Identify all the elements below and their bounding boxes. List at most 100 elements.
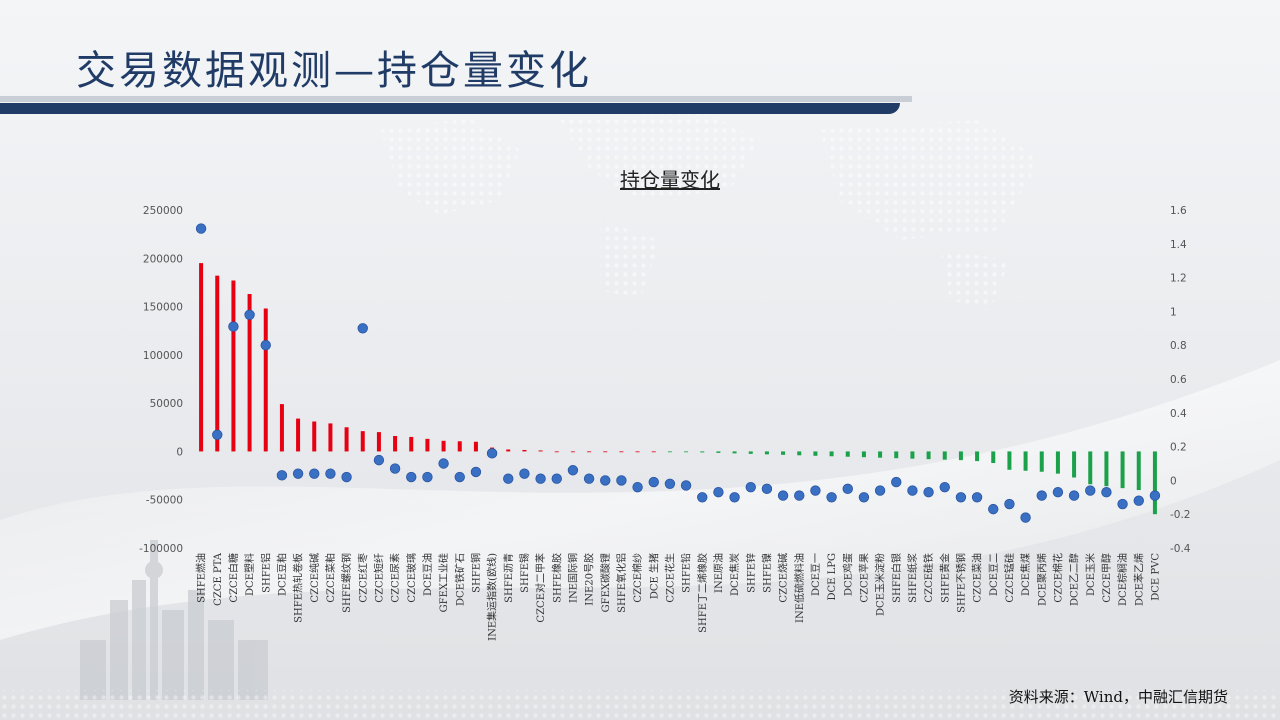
category-label: CZCE菜油	[971, 553, 984, 603]
data-point	[486, 448, 498, 459]
data-point	[1117, 498, 1128, 510]
left-axis-ticks: 250000 200000 150000 100000 50000 0 -50000 -100…	[139, 205, 183, 555]
bar	[473, 441, 478, 452]
bar	[247, 294, 252, 452]
data-point	[810, 485, 821, 496]
bar	[926, 451, 931, 460]
bar	[376, 432, 381, 452]
data-point	[680, 480, 692, 491]
right-tick-label: 0.8	[1170, 340, 1187, 352]
bars-group	[199, 263, 1157, 515]
right-tick-label: 1.2	[1170, 273, 1187, 285]
bar	[748, 451, 753, 454]
data-point	[276, 470, 288, 481]
category-label: CZCE硅铁	[922, 553, 935, 603]
data-point	[842, 483, 853, 495]
right-tick-label: -0.4	[1170, 543, 1191, 555]
bar	[1104, 451, 1109, 487]
source-note: 资料来源：Wind，中融汇信期货	[1008, 688, 1228, 706]
data-point	[228, 321, 239, 332]
data-point	[858, 492, 870, 503]
category-label: CZCE菜粕	[324, 553, 337, 603]
category-label: DCE苯乙烯	[1132, 553, 1145, 606]
data-point	[341, 471, 352, 483]
right-tick-label: -0.2	[1170, 509, 1191, 521]
data-point	[600, 475, 611, 486]
data-point	[438, 458, 449, 469]
category-label: CZCE棉纱	[631, 553, 644, 603]
page-title: 交易数据观测—持仓量变化	[76, 48, 592, 94]
bar	[1120, 451, 1125, 489]
bar	[1007, 451, 1012, 470]
category-label: DCE棕榈油	[1116, 553, 1129, 606]
category-label: GFEX碳酸锂	[599, 553, 612, 612]
right-tick-label: 1.4	[1170, 239, 1187, 251]
category-label: INE原油	[712, 553, 725, 593]
bar	[1023, 451, 1028, 471]
bar	[441, 440, 446, 452]
bar	[1072, 451, 1077, 478]
category-label: DCE LPG	[827, 553, 838, 601]
data-point	[664, 478, 676, 489]
category-label: DCE聚丙烯	[1035, 553, 1048, 606]
data-point	[292, 468, 304, 479]
data-point	[729, 492, 740, 503]
dots-group	[195, 223, 1161, 523]
bar	[975, 451, 980, 462]
title-underline-light	[0, 96, 912, 102]
data-point	[422, 471, 433, 483]
bar	[1039, 451, 1044, 472]
category-label: SHFE锌	[744, 553, 757, 593]
category-label: CZCE花生	[663, 553, 676, 603]
category-label: SHFE纸浆	[906, 553, 919, 603]
category-label: CZCE烧碱	[777, 553, 790, 603]
bar	[279, 404, 284, 452]
bar	[910, 451, 915, 459]
bar	[506, 449, 511, 452]
bar	[651, 451, 656, 453]
category-label: INE低硫燃料油	[793, 553, 806, 623]
category-label: DCE焦炭	[728, 553, 741, 596]
bar	[538, 450, 543, 452]
data-point	[616, 475, 627, 486]
data-point	[503, 473, 514, 484]
bar	[215, 275, 220, 452]
data-point	[212, 429, 223, 440]
bar	[829, 451, 834, 457]
data-point	[939, 481, 950, 493]
bar	[587, 451, 592, 453]
category-label: DCE铁矿石	[453, 553, 466, 606]
data-point	[309, 468, 320, 479]
category-label: SHFE黄金	[938, 553, 951, 603]
category-label: SHFE铜	[470, 553, 482, 593]
data-point	[697, 492, 708, 503]
data-point	[567, 465, 579, 476]
data-point	[583, 473, 595, 484]
category-label: CZCE纯碱	[308, 553, 321, 603]
category-label: SHFE不锈钢	[954, 553, 967, 613]
data-point	[389, 463, 401, 474]
category-label: DCE PVC	[1150, 553, 1161, 601]
bar	[199, 263, 204, 452]
chart-title: 持仓量变化	[620, 168, 720, 192]
category-label: CZCE苹果	[857, 553, 870, 603]
bar	[457, 441, 462, 452]
bar	[1055, 451, 1060, 474]
category-label: DCE玉米	[1084, 553, 1097, 596]
category-label: DCE豆油	[421, 553, 434, 596]
bar	[894, 451, 899, 459]
right-tick-label: 0.6	[1170, 374, 1187, 386]
bar	[716, 451, 721, 453]
right-tick-label: 1	[1170, 306, 1177, 318]
left-tick-label: 0	[176, 446, 183, 458]
right-tick-label: 0.4	[1170, 408, 1187, 420]
data-point	[195, 223, 207, 234]
data-point	[1101, 487, 1112, 498]
category-labels: SHFE燃油 CZCE PTA CZCE白糖 DCE塑料 SHFE铝 DCE豆粕 SHFE热…	[195, 552, 1162, 641]
data-point	[1036, 490, 1047, 501]
bar	[344, 427, 349, 452]
data-point	[874, 485, 886, 496]
left-tick-label: 150000	[143, 302, 183, 314]
category-label: SHFE热轧卷板	[292, 553, 305, 623]
